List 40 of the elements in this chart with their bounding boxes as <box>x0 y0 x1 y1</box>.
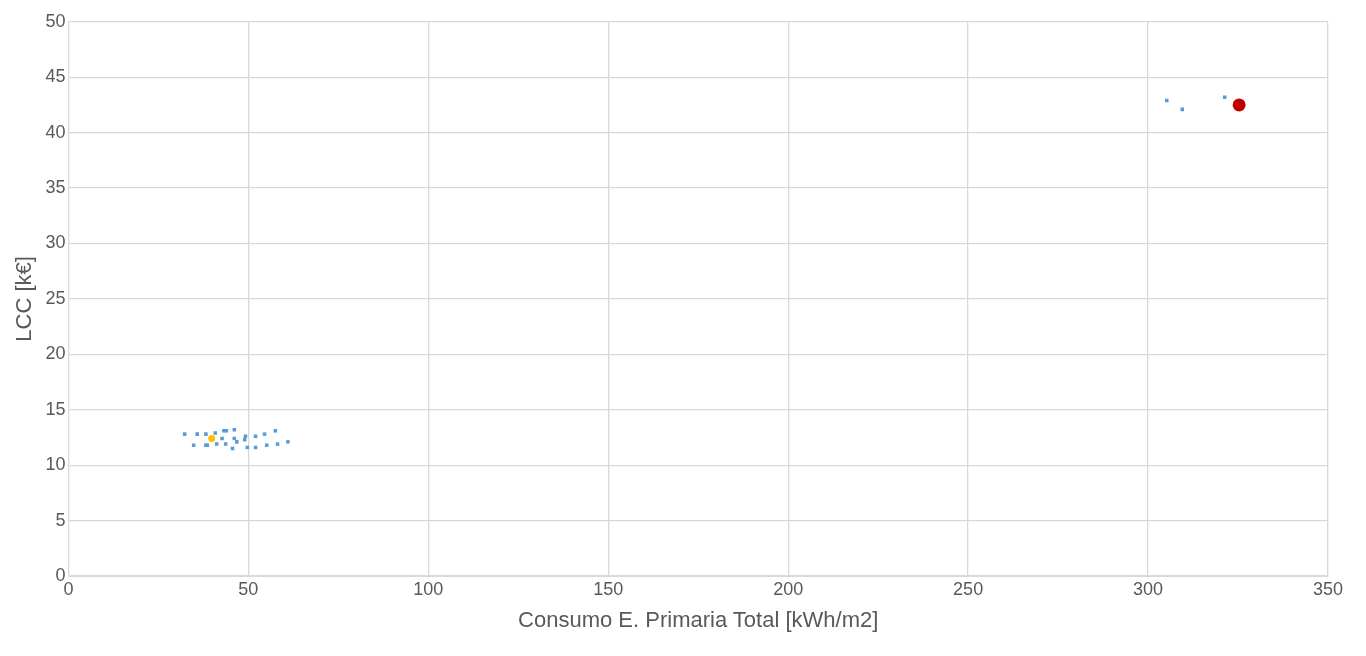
point <box>1232 98 1246 112</box>
point <box>208 435 216 443</box>
y-tick-label: 30 <box>45 232 66 253</box>
point <box>182 432 187 436</box>
point <box>214 442 219 446</box>
y-tick-label: 35 <box>45 177 66 198</box>
point <box>204 432 208 436</box>
point <box>262 432 267 436</box>
point <box>235 440 239 444</box>
y-tick-label: 15 <box>45 398 66 419</box>
y-tick-label: 25 <box>45 287 66 308</box>
y-tick-label: 5 <box>55 509 66 530</box>
point <box>223 442 228 446</box>
y-tick-label: 0 <box>55 564 66 585</box>
point <box>195 432 200 436</box>
y-tick-label: 20 <box>45 343 66 364</box>
point <box>275 442 280 446</box>
x-tick-label: 350 <box>1312 578 1344 599</box>
point <box>220 436 224 441</box>
y-tick-label: 50 <box>45 10 66 31</box>
y-tick-label: 10 <box>45 454 66 475</box>
x-tick-label: 200 <box>773 578 804 599</box>
point <box>273 429 278 433</box>
y-tick-label: 40 <box>45 121 66 142</box>
point <box>224 429 229 433</box>
point <box>1222 95 1227 99</box>
point <box>1180 107 1185 112</box>
x-tick-label: 50 <box>238 578 259 599</box>
point <box>1165 98 1169 103</box>
point <box>264 443 269 447</box>
x-tick-label: 150 <box>593 578 624 599</box>
y-axis-title: LCC [k€] <box>11 256 37 342</box>
x-tick-label: 100 <box>413 578 444 599</box>
x-tick-label: 300 <box>1133 578 1164 599</box>
y-tick-label: 45 <box>45 66 66 87</box>
x-axis-title: Consumo E. Primaria Total [kWh/m2] <box>518 606 879 632</box>
x-tick-label: 250 <box>953 578 984 599</box>
point <box>191 443 196 447</box>
point <box>286 440 290 444</box>
point <box>213 431 218 435</box>
